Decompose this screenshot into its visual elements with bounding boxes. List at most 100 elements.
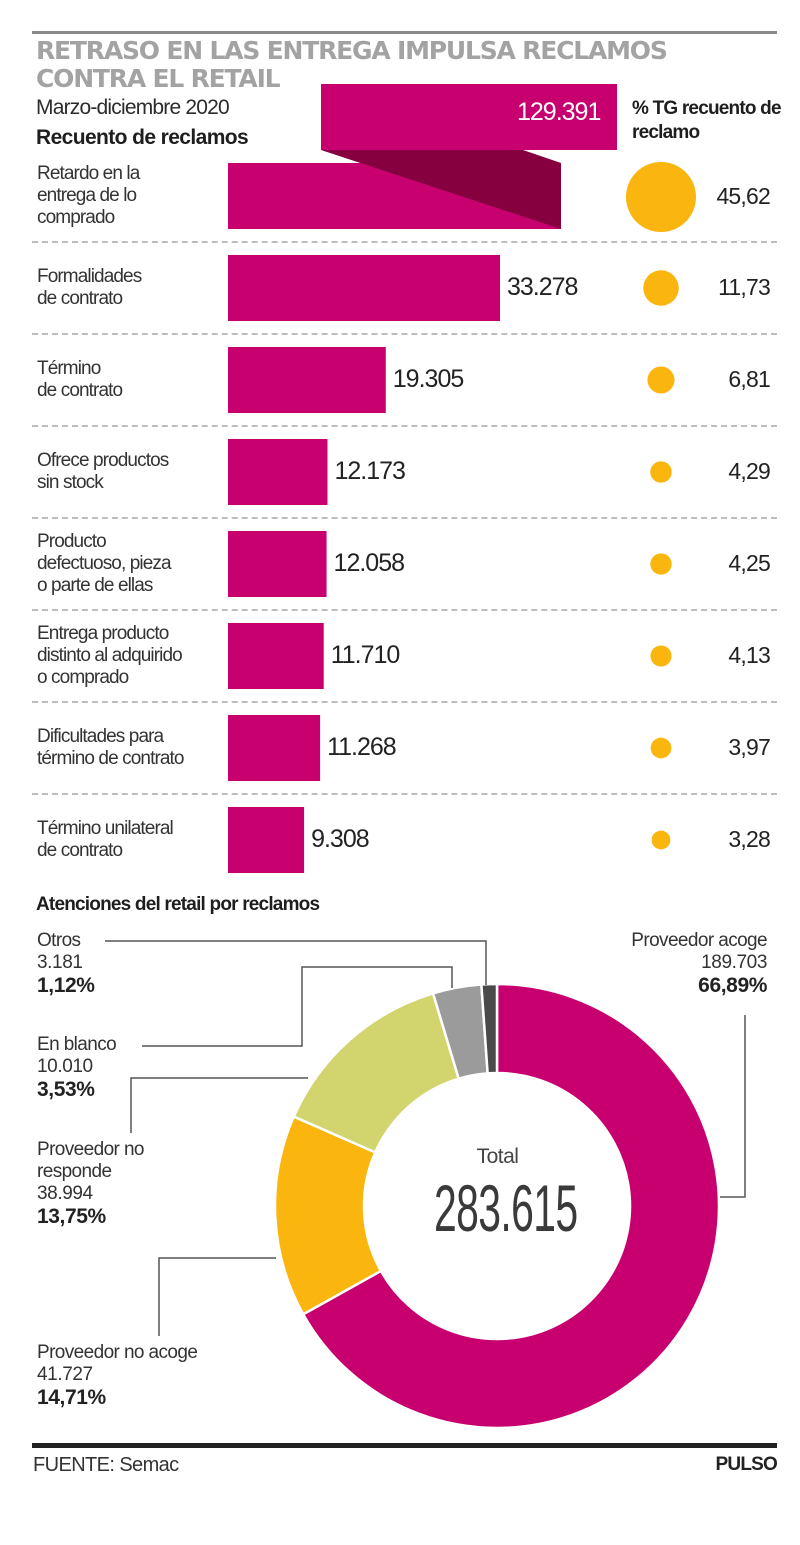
- slice-name: En blanco: [37, 1034, 117, 1055]
- pct-value-label: 4,29: [728, 458, 770, 484]
- leader-proveedor-no-responde: [130, 1077, 308, 1133]
- category-label-line: Término: [37, 358, 101, 379]
- label-otros: Otros 3.181 1,12%: [37, 930, 95, 998]
- category-label-line: Retardo en la: [37, 163, 140, 184]
- category-label-line: entrega de lo: [37, 185, 137, 206]
- pct-circle: [643, 270, 679, 306]
- bar-value-label: 12.173: [334, 457, 405, 485]
- slice-count: 3.181: [37, 952, 83, 973]
- leader-otros: [105, 940, 487, 985]
- pct-circle: [650, 645, 672, 667]
- pct-circle: [650, 737, 672, 759]
- category-label-line: defectuoso, pieza: [37, 553, 172, 574]
- bar: [228, 439, 328, 505]
- slice-proveedor-no-responde: [292, 991, 461, 1155]
- donut-total-value: 283.615: [433, 1171, 578, 1245]
- bar-value-label: 12.058: [333, 549, 405, 577]
- label-proveedor-acoge: Proveedor acoge 189.703 66,89%: [547, 930, 767, 998]
- bar: [228, 531, 327, 597]
- pct-column-header: % TG recuento de reclamo: [632, 98, 782, 143]
- category-label: Término unilateral de contrato: [37, 818, 227, 862]
- leader-proveedor-no-acoge: [158, 1257, 276, 1336]
- category-label: Término de contrato: [37, 358, 227, 402]
- chart-title: RETRASO EN LAS ENTREGA IMPULSA RECLAMOS …: [36, 36, 668, 93]
- bar-value-label: 9.308: [311, 825, 370, 853]
- category-label: Producto defectuoso, pieza o parte de ella…: [37, 531, 227, 597]
- slice-count: 38.994: [37, 1183, 93, 1204]
- bar-retardo-upper: [321, 84, 617, 150]
- category-label: Formalidades de contrato: [37, 266, 227, 310]
- slice-name-line-1: Proveedor no: [37, 1139, 144, 1160]
- slice-name: Otros: [37, 930, 81, 951]
- category-label-line: de contrato: [37, 840, 123, 861]
- category-label-line: Dificultades para: [37, 726, 164, 747]
- bar: [228, 715, 321, 781]
- label-proveedor-no-acoge: Proveedor no acoge 41.727 14,71%: [37, 1342, 198, 1410]
- bar: [228, 255, 500, 321]
- slice-pct: 3,53%: [37, 1078, 95, 1101]
- slice-name-line-2: responde: [37, 1161, 112, 1182]
- pct-circle: [651, 830, 671, 850]
- label-proveedor-no-responde: Proveedor no responde 38.994 13,75%: [37, 1139, 144, 1229]
- source-credit: FUENTE: Semac: [33, 1454, 179, 1476]
- row-separator: [32, 425, 777, 427]
- slice-pct: 1,12%: [37, 974, 95, 997]
- category-label: Entrega producto distinto al adquirido o c…: [37, 623, 227, 689]
- pct-value-label: 6,81: [728, 366, 770, 392]
- category-label: Ofrece productos sin stock: [37, 450, 227, 494]
- category-label-line: Producto: [37, 531, 107, 552]
- slice-pct: 13,75%: [37, 1205, 106, 1228]
- bar: [228, 807, 305, 873]
- category-label-line: Término unilateral: [37, 818, 174, 839]
- bar-value-label: 11.710: [330, 641, 401, 669]
- top-rule: [32, 31, 777, 34]
- pct-value-label: 45,62: [716, 183, 770, 209]
- category-label-line: Ofrece productos: [37, 450, 169, 471]
- bar-section-title: Recuento de reclamos: [36, 126, 249, 149]
- chart-subtitle: Marzo-diciembre 2020: [36, 96, 230, 119]
- bar-value-label: 129.391: [517, 98, 601, 126]
- category-label-line: de contrato: [37, 380, 123, 401]
- bar-value-label: 19.305: [392, 365, 464, 393]
- slice-count: 41.727: [37, 1364, 93, 1385]
- pct-value-label: 4,13: [728, 642, 770, 668]
- slice-count: 189.703: [701, 952, 767, 973]
- leader-proveedor-acoge: [720, 1015, 746, 1198]
- category-label-line: sin stock: [37, 472, 104, 493]
- pct-circle: [650, 461, 672, 483]
- pct-value-label: 3,97: [728, 734, 770, 760]
- donut-section-title: Atenciones del retail por reclamos: [36, 894, 320, 915]
- pct-value-label: 3,28: [728, 826, 770, 852]
- category-label-line: de contrato: [37, 288, 123, 309]
- bar-chart: [228, 84, 696, 873]
- publisher-brand: PULSO: [715, 1454, 778, 1475]
- donut-total-label: Total: [476, 1145, 519, 1168]
- bar: [228, 623, 324, 689]
- slice-name: Proveedor acoge: [631, 930, 767, 951]
- pct-value-label: 11,73: [718, 274, 771, 300]
- category-label-line: o parte de ellas: [37, 575, 153, 596]
- row-separator: [32, 517, 777, 519]
- bar-retardo-fold: [321, 150, 561, 229]
- category-label-line: término de contrato: [37, 748, 185, 769]
- category-label-line: Formalidades: [37, 266, 142, 287]
- category-label: Retardo en la entrega de lo comprado: [37, 163, 227, 229]
- row-separator: [32, 793, 777, 795]
- pct-circle: [650, 553, 672, 575]
- row-separator: [32, 241, 777, 243]
- leader-en-blanco: [142, 966, 453, 1047]
- slice-name: Proveedor no acoge: [37, 1342, 198, 1363]
- bar: [228, 347, 386, 413]
- category-label-line: o comprado: [37, 667, 129, 688]
- pct-circle: [647, 366, 675, 394]
- bar-value-label: 33.278: [507, 273, 578, 301]
- bar-value-label: 11.268: [327, 733, 397, 761]
- row-separator: [32, 609, 777, 611]
- row-separator: [32, 333, 777, 335]
- category-label: Dificultades para término de contrato: [37, 726, 227, 770]
- slice-pct: 14,71%: [37, 1386, 106, 1409]
- slice-count: 10.010: [37, 1056, 93, 1077]
- category-label-line: distinto al adquirido: [37, 645, 183, 666]
- category-label-line: comprado: [37, 207, 115, 228]
